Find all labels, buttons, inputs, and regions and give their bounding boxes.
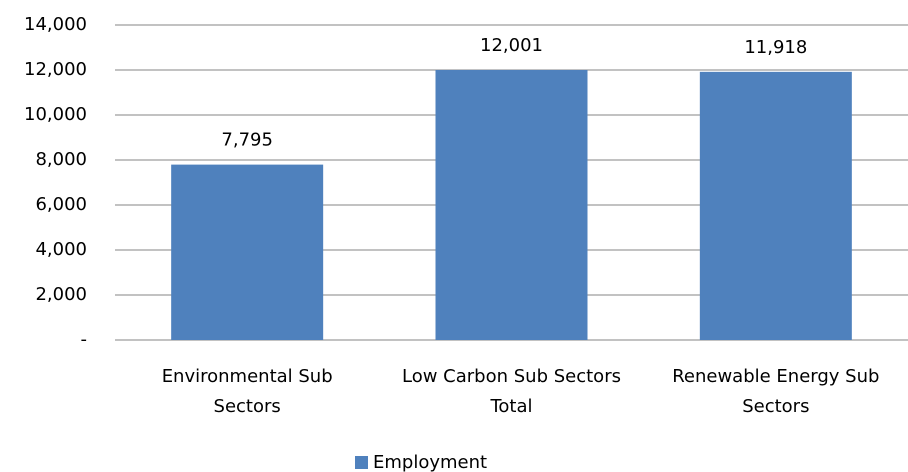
data-label: 7,795 xyxy=(221,130,273,151)
x-tick-label-line: Low Carbon Sub Sectors xyxy=(402,366,621,387)
y-tick-label: 12,000 xyxy=(24,59,87,80)
bar xyxy=(699,71,852,340)
x-tick-label-line: Environmental Sub xyxy=(162,366,333,387)
y-tick-label: 14,000 xyxy=(24,14,87,35)
y-tick-label: - xyxy=(81,329,88,350)
bar xyxy=(435,69,588,340)
data-label: 12,001 xyxy=(480,35,543,56)
data-label: 11,918 xyxy=(744,37,807,58)
x-tick-label: Renewable Energy Sub Sectors xyxy=(672,366,879,417)
x-tick-label-line: Sectors xyxy=(742,396,809,417)
legend-label: Employment xyxy=(373,452,487,472)
y-tick-label: 8,000 xyxy=(35,149,87,170)
x-tick-label: Low Carbon Sub Sectors Total xyxy=(402,366,621,417)
x-tick-label: Environmental Sub Sectors xyxy=(162,366,333,417)
y-tick-label: 4,000 xyxy=(35,239,87,260)
x-tick-label-line: Total xyxy=(489,396,532,417)
x-tick-label-line: Sectors xyxy=(214,396,281,417)
y-tick-label: 10,000 xyxy=(24,104,87,125)
y-tick-label: 6,000 xyxy=(35,194,87,215)
bar xyxy=(171,164,324,340)
x-tick-label-line: Renewable Energy Sub xyxy=(672,366,879,387)
legend-swatch xyxy=(355,456,368,469)
y-tick-label: 2,000 xyxy=(35,284,87,305)
